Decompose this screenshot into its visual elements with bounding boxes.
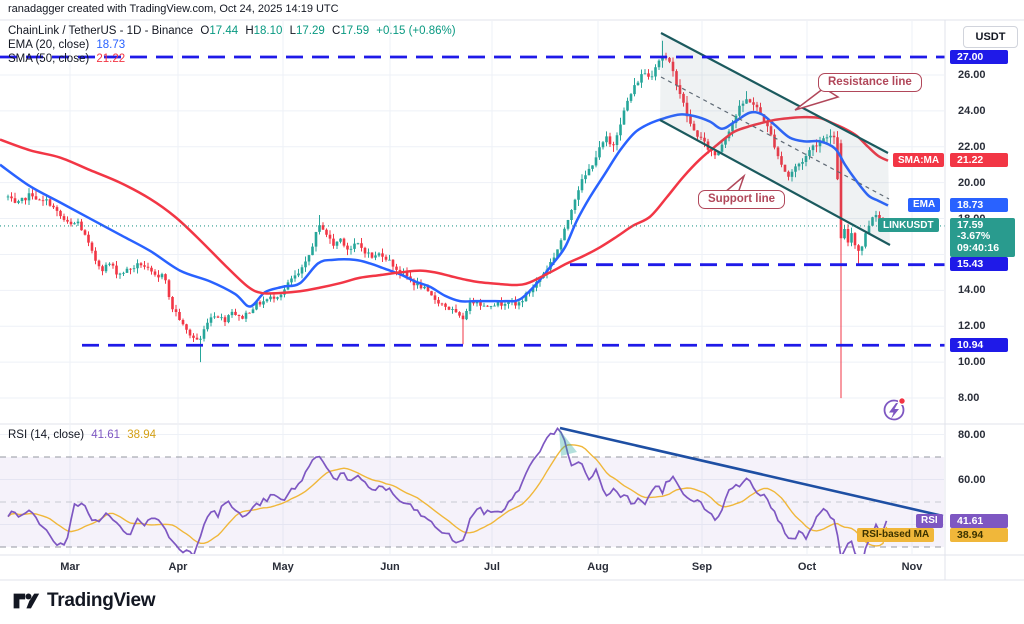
flash-events-icon[interactable] bbox=[883, 396, 907, 421]
time-tick: Nov bbox=[901, 561, 923, 573]
price-tick: 26.00 bbox=[958, 68, 986, 81]
channel-midline bbox=[660, 76, 890, 200]
price-tick: 10.00 bbox=[958, 356, 986, 369]
rsi-line bbox=[7, 426, 888, 554]
rsi-value: 41.61 bbox=[91, 429, 121, 441]
time-tick: Jun bbox=[380, 561, 400, 573]
time-tick: May bbox=[272, 561, 294, 573]
rsi-tick: 60.00 bbox=[958, 473, 986, 486]
rsi-ma-price-label: 38.94 bbox=[950, 527, 1008, 542]
time-tick: Aug bbox=[587, 561, 609, 573]
ema-price-label: 18.73 bbox=[950, 197, 1008, 212]
rsi-trendline bbox=[559, 426, 944, 518]
symbol-legend-row[interactable]: ChainLink / TetherUS - 1D - Binance O17.… bbox=[8, 25, 456, 38]
support-line-callout[interactable]: Support line bbox=[698, 190, 786, 209]
price-tick: 14.00 bbox=[958, 284, 986, 297]
ohlc-low-value: 17.29 bbox=[296, 25, 325, 37]
time-tick: Mar bbox=[60, 561, 80, 573]
ema-label: EMA (20, close) bbox=[8, 39, 90, 51]
time-tick: Jul bbox=[484, 561, 500, 573]
level-27-label: 27.00 bbox=[950, 49, 1008, 64]
rsi-price-label: 41.61 bbox=[950, 513, 1008, 528]
ohlc-low-key: L bbox=[289, 25, 297, 37]
price-tick: 20.00 bbox=[958, 176, 986, 189]
resistance-line-callout[interactable]: Resistance line bbox=[818, 73, 922, 92]
attribution-text: ranadagger created with TradingView.com,… bbox=[8, 3, 339, 15]
sma-label: SMA (50, close) bbox=[8, 53, 90, 65]
support-trendline bbox=[659, 119, 891, 246]
ohlc-high-key: H bbox=[245, 25, 254, 37]
currency-usdt-button[interactable]: USDT bbox=[963, 26, 1018, 48]
ohlc-close-value: 17.59 bbox=[340, 25, 370, 37]
ohlc-open-value: 17.44 bbox=[209, 25, 239, 37]
tradingview-logo[interactable]: TradingView bbox=[12, 589, 156, 613]
time-tick: Apr bbox=[168, 561, 188, 573]
sma50-line bbox=[0, 115, 889, 295]
ema-tag: EMA bbox=[908, 197, 941, 212]
resistance-callout-tail bbox=[794, 87, 840, 111]
ohlc-close-key: C bbox=[332, 25, 341, 37]
rsi-divergence-wedge bbox=[559, 429, 577, 456]
level-1094-label: 10.94 bbox=[950, 337, 1008, 352]
last-price-label: 17.59 -3.67% 09:40:16 bbox=[950, 217, 1015, 258]
ohlc-high-value: 18.10 bbox=[253, 25, 283, 37]
ema20-line bbox=[0, 110, 889, 308]
sma-tag: SMA:MA bbox=[893, 153, 945, 168]
rsi-ma-line bbox=[7, 444, 888, 547]
time-tick: Oct bbox=[797, 561, 817, 573]
time-tick: Sep bbox=[691, 561, 713, 573]
symbol-title[interactable]: ChainLink / TetherUS - 1D - Binance bbox=[8, 25, 194, 37]
ema-legend-row[interactable]: EMA (20, close) 18.73 bbox=[8, 39, 456, 52]
rsi-tick: 80.00 bbox=[958, 428, 986, 441]
rsi-label: RSI (14, close) bbox=[8, 429, 85, 441]
rsi-pane bbox=[0, 425, 944, 554]
channel-fill bbox=[660, 33, 890, 245]
symbol-tag: LINKUSDT bbox=[878, 218, 939, 233]
tradingview-logo-mark bbox=[13, 593, 40, 609]
ohlc-change: +0.15 (+0.86%) bbox=[376, 25, 456, 37]
sma-price-label: 21.22 bbox=[950, 153, 1008, 168]
price-tick: 8.00 bbox=[958, 392, 980, 405]
symbol-legend: ChainLink / TetherUS - 1D - Binance O17.… bbox=[8, 25, 456, 67]
sma-legend-row[interactable]: SMA (50, close) 21.22 bbox=[8, 53, 456, 66]
rsi-legend-row[interactable]: RSI (14, close) 41.61 38.94 bbox=[8, 429, 156, 441]
rsi-ma-tag: RSI-based MA bbox=[857, 527, 935, 542]
rsi-tag: RSI bbox=[916, 513, 943, 528]
price-tick: 12.00 bbox=[958, 320, 986, 333]
price-tick: 22.00 bbox=[958, 140, 986, 153]
level-1543-label: 15.43 bbox=[950, 257, 1008, 272]
brand-text: TradingView bbox=[47, 590, 156, 611]
resistance-trendline bbox=[660, 32, 889, 154]
ema-value: 18.73 bbox=[96, 39, 126, 51]
price-tick: 24.00 bbox=[958, 104, 986, 117]
price-pane bbox=[0, 21, 944, 423]
ohlc-open-key: O bbox=[200, 25, 210, 37]
rsi-ma-value: 38.94 bbox=[127, 429, 157, 441]
sma-value: 21.22 bbox=[96, 53, 126, 65]
